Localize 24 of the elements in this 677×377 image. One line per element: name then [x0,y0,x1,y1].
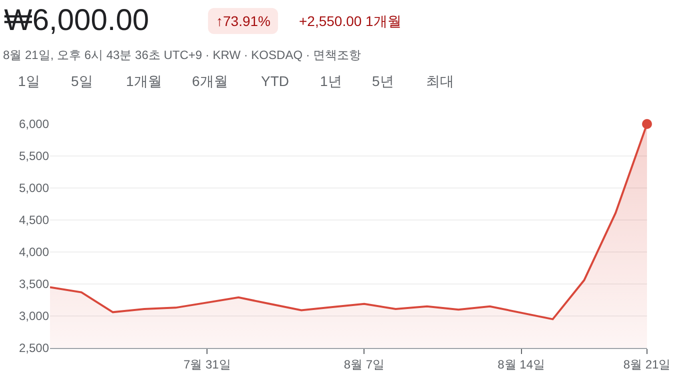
y-tick-label: 5,500 [18,149,50,164]
text: 5일 [71,73,93,91]
y-tick-label: 2,500 [18,341,50,356]
y-tick-label: 3,500 [18,277,50,292]
y-tick-label: 4,500 [18,213,50,228]
text: +2,550.00 1개월 [299,13,402,31]
y-tick-label: 4,000 [18,245,50,260]
x-tick-label: 8월 14일 [498,357,545,372]
text: 6개월 [192,73,228,91]
text: 1년 [320,73,342,91]
y-tick-label: 5,000 [18,181,50,196]
x-tick-label: 8월 7일 [344,357,385,372]
text: 5년 [372,73,394,91]
chart-title: ₩6,000.00 [4,4,150,38]
y-tick-label: 3,000 [18,309,50,324]
text: 1개월 [126,73,162,91]
chart-subtitle: 8월 21일, 오후 6시 43분 36초 UTC+9 · KRW · KOSDAQ · 면책조항 [3,47,362,64]
y-tick-label: 6,000 [18,117,50,132]
x-tick-label: 7월 31일 [183,357,231,372]
text: 1일 [18,73,40,91]
text: ↑73.91% [208,8,278,34]
text: 최대 [426,73,454,91]
text: YTD [261,73,289,89]
x-tick-label: 8월 21일 [623,357,671,372]
